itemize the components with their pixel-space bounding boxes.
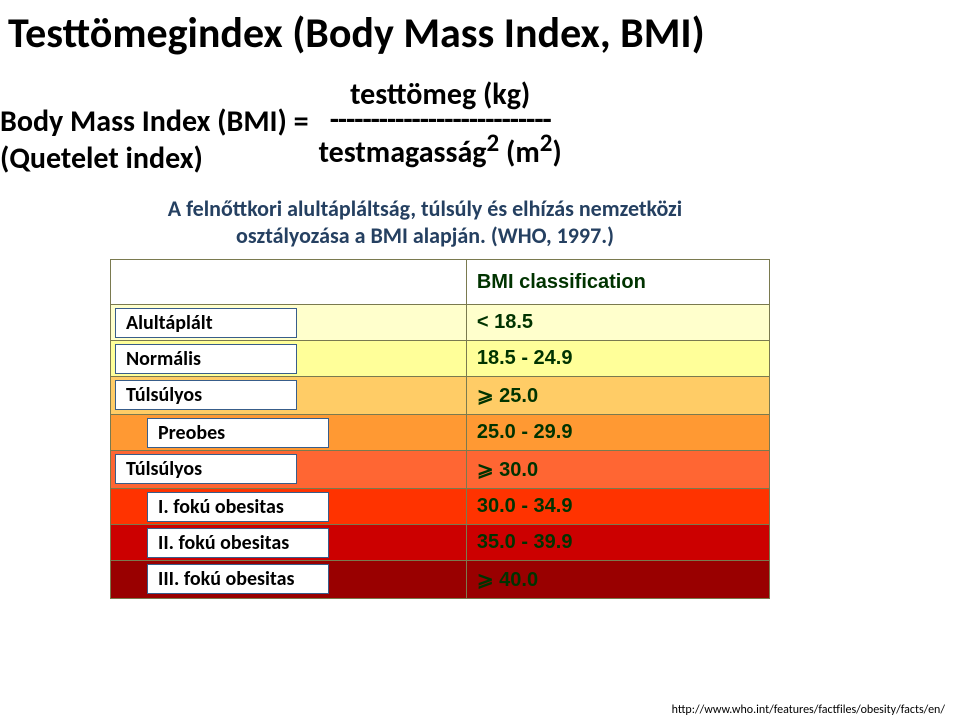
category-label: Túlsúlyos bbox=[115, 380, 297, 410]
table-row: Túlsúlyos ⩾ 30.0 bbox=[111, 451, 770, 489]
subhead-line2: osztályozása a BMI alapján. (WHO, 1997.) bbox=[236, 222, 614, 249]
table-row: III. fokú obesitas ⩾ 40.0 bbox=[111, 561, 770, 599]
category-label: I. fokú obesitas bbox=[147, 492, 329, 522]
label-cell: II. fokú obesitas bbox=[111, 525, 467, 561]
label-cell: Túlsúlyos bbox=[111, 377, 467, 415]
table-header-row: BMI classification bbox=[111, 260, 770, 305]
category-label: III. fokú obesitas bbox=[147, 564, 329, 594]
bmi-formula: Body Mass Index (BMI) = (Quetelet index)… bbox=[0, 69, 959, 177]
table-row: Preobes 25.0 - 29.9 bbox=[111, 415, 770, 451]
formula-left-line2: (Quetelet index) bbox=[0, 140, 309, 177]
bmi-table-wrap: BMI classification Alultáplált < 18.5Nor… bbox=[110, 259, 770, 599]
label-cell: I. fokú obesitas bbox=[111, 489, 467, 525]
value-cell: 30.0 - 34.9 bbox=[466, 489, 769, 525]
value-cell: ⩾ 25.0 bbox=[466, 377, 769, 415]
bmi-table: BMI classification Alultáplált < 18.5Nor… bbox=[110, 259, 770, 599]
table-header-empty bbox=[111, 260, 467, 305]
formula-denominator: testmagasság bbox=[319, 134, 487, 171]
formula-close: ) bbox=[552, 134, 561, 171]
formula-unit-sup: 2 bbox=[540, 127, 553, 158]
formula-divider: --------------------------- bbox=[319, 113, 562, 127]
formula-left-line1: Body Mass Index (BMI) = bbox=[0, 103, 309, 140]
footer-url: http://www.who.int/features/factfiles/ob… bbox=[672, 703, 945, 717]
label-cell: Alultáplált bbox=[111, 305, 467, 341]
label-cell: III. fokú obesitas bbox=[111, 561, 467, 599]
page-title: Testtömegindex (Body Mass Index, BMI) bbox=[0, 0, 959, 59]
table-row: II. fokú obesitas 35.0 - 39.9 bbox=[111, 525, 770, 561]
formula-denominator-line: testmagasság2 (m2) bbox=[319, 127, 562, 171]
value-cell: ⩾ 40.0 bbox=[466, 561, 769, 599]
value-cell: 35.0 - 39.9 bbox=[466, 525, 769, 561]
formula-unit: (m bbox=[499, 134, 540, 171]
label-cell: Túlsúlyos bbox=[111, 451, 467, 489]
category-label: Túlsúlyos bbox=[115, 454, 297, 484]
table-header-label: BMI classification bbox=[466, 260, 769, 305]
value-cell: ⩾ 30.0 bbox=[466, 451, 769, 489]
category-label: Alultáplált bbox=[115, 308, 297, 338]
category-label: Normális bbox=[115, 344, 297, 374]
table-row: Normális 18.5 - 24.9 bbox=[111, 341, 770, 377]
table-row: I. fokú obesitas 30.0 - 34.9 bbox=[111, 489, 770, 525]
formula-denom-sup: 2 bbox=[487, 127, 500, 158]
value-cell: < 18.5 bbox=[466, 305, 769, 341]
category-label: II. fokú obesitas bbox=[147, 528, 329, 558]
table-row: Alultáplált < 18.5 bbox=[111, 305, 770, 341]
value-cell: 18.5 - 24.9 bbox=[466, 341, 769, 377]
subhead-line1: A felnőttkori alultápláltság, túlsúly és… bbox=[168, 195, 682, 222]
category-label: Preobes bbox=[147, 418, 329, 448]
label-cell: Normális bbox=[111, 341, 467, 377]
value-cell: 25.0 - 29.9 bbox=[466, 415, 769, 451]
label-cell: Preobes bbox=[111, 415, 467, 451]
table-row: Túlsúlyos ⩾ 25.0 bbox=[111, 377, 770, 415]
classification-subhead: A felnőttkori alultápláltság, túlsúly és… bbox=[0, 195, 850, 249]
